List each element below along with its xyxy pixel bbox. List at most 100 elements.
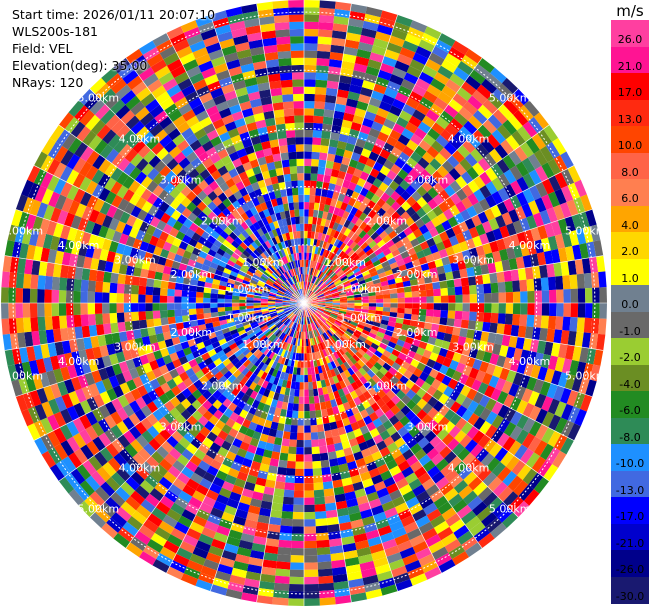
- ppi-gate: [370, 90, 385, 101]
- ppi-gate: [274, 481, 286, 490]
- ppi-gate: [479, 420, 492, 435]
- ppi-gate: [8, 272, 18, 288]
- ppi-gate: [304, 173, 311, 181]
- ppi-gate: [315, 344, 320, 352]
- ppi-gate: [195, 303, 204, 309]
- ppi-gate: [450, 334, 460, 345]
- ppi-gate: [342, 343, 350, 352]
- ppi-gate: [475, 349, 486, 361]
- ppi-gate: [541, 303, 550, 316]
- ppi-gate: [296, 447, 304, 455]
- ppi-gate: [528, 390, 540, 406]
- ppi-gate: [44, 316, 53, 331]
- ppi-gate: [533, 476, 550, 494]
- ppi-gate: [560, 330, 570, 345]
- ppi-gate: [253, 300, 261, 303]
- ppi-gate: [269, 80, 282, 90]
- ppi-gate: [400, 515, 416, 528]
- ppi-gate: [387, 320, 396, 328]
- ppi-gate: [330, 325, 338, 332]
- ppi-gate: [554, 356, 566, 373]
- ppi-gate: [372, 383, 382, 393]
- ppi-gate: [280, 152, 289, 161]
- ppi-gate: [402, 103, 416, 116]
- ppi-gate: [416, 346, 426, 356]
- ppi-gate: [342, 244, 350, 253]
- ppi-gate: [282, 101, 294, 110]
- ppi-gate: [365, 529, 380, 540]
- ppi-gate: [408, 273, 417, 281]
- ppi-gate: [434, 258, 444, 268]
- ppi-gate: [323, 258, 330, 266]
- ppi-gate: [350, 121, 362, 132]
- ppi-gate: [327, 318, 335, 325]
- ppi-gate: [529, 253, 540, 267]
- ppi-gate: [468, 226, 480, 239]
- ppi-gate: [330, 311, 339, 316]
- ppi-gate: [459, 268, 468, 279]
- ppi-gate: [81, 325, 91, 338]
- ppi-gate: [138, 319, 148, 329]
- ppi-gate: [435, 458, 449, 472]
- ppi-gate: [392, 495, 406, 508]
- ppi-gate: [477, 486, 493, 502]
- ppi-gate: [444, 409, 456, 422]
- ppi-gate: [350, 321, 358, 327]
- ppi-gate: [380, 10, 398, 22]
- ppi-gate: [528, 405, 542, 421]
- ppi-gate: [453, 112, 469, 127]
- ppi-gate: [567, 182, 581, 200]
- ppi-gate: [318, 240, 325, 249]
- ppi-gate: [138, 294, 146, 303]
- ppi-gate: [315, 72, 329, 81]
- ppi-gate: [447, 287, 456, 296]
- ppi-gate: [497, 418, 511, 433]
- ppi-gate: [131, 320, 141, 331]
- ppi-gate: [492, 250, 502, 263]
- ppi-gate: [566, 199, 579, 217]
- ppi-gate: [356, 323, 365, 330]
- ppi-gate: [317, 308, 325, 312]
- ppi-gate: [345, 32, 361, 42]
- ppi-gate: [339, 163, 349, 173]
- ppi-gate: [317, 561, 332, 570]
- ppi-gate: [80, 279, 89, 292]
- ppi-gate: [145, 303, 153, 312]
- ppi-gate: [73, 314, 82, 328]
- ppi-gate: [418, 139, 432, 152]
- ppi-gate: [380, 125, 393, 136]
- ppi-gate: [318, 318, 325, 325]
- ppi-gate: [58, 290, 67, 303]
- ppi-gate: [503, 169, 517, 184]
- ppi-gate: [418, 39, 436, 53]
- ppi-gate: [307, 274, 310, 282]
- ppi-gate: [311, 268, 316, 276]
- ppi-gate: [368, 240, 377, 249]
- ppi-gate: [373, 282, 382, 289]
- ppi-gate: [583, 272, 593, 289]
- ppi-gate: [519, 314, 528, 327]
- ppi-gate: [334, 1, 352, 11]
- ppi-gate: [416, 250, 426, 260]
- ppi-gate: [477, 532, 495, 549]
- ppi-gate: [273, 488, 285, 497]
- ppi-gate: [304, 0, 320, 8]
- ppi-gate: [468, 476, 483, 491]
- ppi-gate: [568, 359, 580, 376]
- ppi-gate: [306, 281, 310, 290]
- ppi-gate: [365, 236, 374, 246]
- ppi-gate: [575, 361, 587, 378]
- ppi-gate: [331, 310, 339, 315]
- ppi-gate: [318, 263, 324, 271]
- ppi-gate: [336, 365, 344, 374]
- ppi-gate: [397, 85, 413, 98]
- ppi-gate: [347, 303, 355, 306]
- ppi-gate: [332, 304, 341, 307]
- ppi-gate: [320, 325, 327, 333]
- ppi-gate: [560, 437, 574, 455]
- ppi-gate: [376, 239, 386, 248]
- ppi-gate: [347, 274, 356, 281]
- ppi-gate: [317, 294, 325, 298]
- ppi-gate: [348, 84, 362, 94]
- ppi-gate: [516, 399, 529, 415]
